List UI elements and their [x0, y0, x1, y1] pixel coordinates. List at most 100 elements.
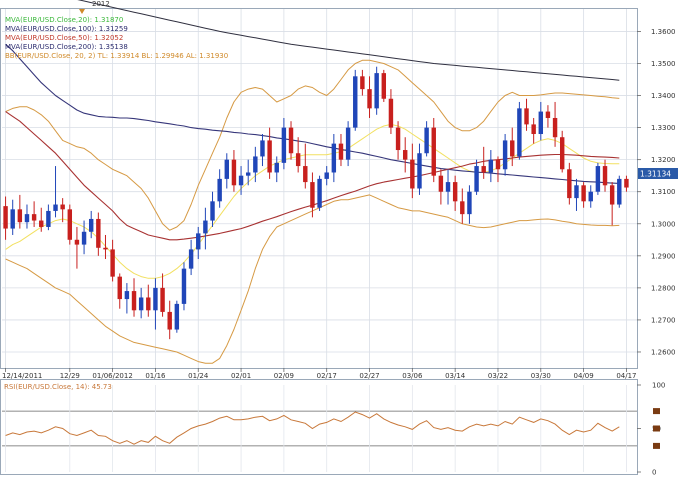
date-axis: 12/14/2011 12/29 01/06/2012 01/16 01/24 02/01… [2, 368, 637, 380]
candle [267, 127, 272, 179]
candle [495, 156, 501, 183]
candle-body [531, 124, 536, 135]
candle [417, 143, 422, 195]
candle-body [210, 201, 215, 221]
candle-body [574, 185, 579, 199]
candle [410, 143, 415, 199]
candle [260, 134, 265, 167]
candle-body [424, 127, 429, 154]
candle-body [288, 127, 294, 154]
year-marker-label: 2012 [92, 0, 110, 8]
candle-body [53, 204, 58, 211]
candle-body [303, 166, 308, 183]
candle-body [609, 185, 615, 205]
candle [217, 169, 222, 208]
candle [353, 69, 358, 131]
candle-body [353, 76, 358, 128]
candle [345, 121, 351, 167]
candle-body [595, 166, 601, 192]
candle-body [624, 178, 629, 188]
candle [88, 210, 94, 239]
candle-body [274, 162, 279, 173]
candle [567, 162, 572, 205]
candle-body [367, 89, 372, 109]
candle [609, 182, 615, 226]
candle-body [517, 108, 522, 157]
candle-body [146, 297, 151, 311]
candle [117, 273, 122, 309]
candle [552, 101, 558, 147]
candle [110, 239, 115, 282]
candle [474, 159, 479, 195]
main-series [5, 0, 620, 364]
price-label: 1.31134 [640, 170, 671, 179]
candle [538, 101, 544, 141]
candle [210, 191, 215, 227]
candle [10, 199, 15, 235]
candle [367, 76, 372, 118]
candle [617, 175, 622, 208]
candle [224, 153, 230, 189]
candle-body [203, 220, 208, 234]
candle-body [138, 297, 144, 311]
bb-upper-line [5, 59, 620, 231]
candle-body [224, 159, 230, 179]
candle [374, 66, 379, 115]
candle-body [345, 127, 351, 160]
candle-body [495, 159, 501, 170]
candle [303, 143, 308, 189]
candle-body [538, 111, 544, 135]
rsi-tick-label: 100 [652, 382, 665, 390]
candle [253, 146, 258, 183]
rsi-level-marker [653, 442, 660, 449]
candle-body [402, 150, 408, 160]
candle [510, 127, 515, 167]
candle-body [267, 140, 272, 173]
candle-body [395, 127, 401, 151]
candle-body [31, 214, 37, 221]
candle-body [445, 182, 451, 192]
candle [138, 287, 144, 319]
candle [53, 166, 58, 218]
candle [288, 121, 294, 160]
candle-body [438, 175, 444, 192]
candle-body [295, 153, 301, 167]
candle [188, 239, 194, 276]
candle-body [117, 276, 122, 300]
candle-body [567, 169, 572, 199]
candle-body [317, 178, 322, 208]
date-tick-label: 02/17 [317, 372, 337, 380]
ma20-line [5, 123, 620, 279]
candle-body [481, 166, 486, 173]
candle [402, 137, 408, 173]
ma100-line [5, 43, 620, 184]
date-tick-label: 02/27 [359, 372, 379, 380]
candle-body [174, 303, 180, 330]
date-tick-label: 03/30 [531, 372, 551, 380]
date-tick-label: 12/14/2011 [2, 372, 42, 380]
candle-body [3, 206, 8, 229]
date-tick-label: 04/17 [616, 372, 636, 380]
candle-body [552, 117, 558, 138]
price-tick-label: 1.2800 [651, 284, 676, 292]
candle-body [74, 239, 80, 245]
candle [481, 146, 486, 179]
candle [238, 166, 244, 195]
date-tick-label: 03/06 [402, 372, 423, 380]
candle-body [331, 143, 337, 173]
candle [338, 134, 344, 167]
candle-body [167, 311, 172, 330]
candles [3, 66, 629, 340]
candle-body [181, 268, 187, 304]
date-tick-label: 12/29 [60, 372, 80, 380]
main-grid [2, 9, 637, 368]
candle-body [588, 191, 593, 202]
price-tick-label: 1.2900 [651, 252, 676, 260]
price-tick-label: 1.3100 [651, 188, 676, 196]
candle-body [153, 287, 158, 311]
rsi-axis: 100500 [637, 382, 665, 477]
candle-body [217, 178, 222, 202]
candle [103, 234, 108, 260]
candle-body [310, 182, 315, 208]
price-tick-label: 1.3000 [651, 220, 676, 228]
